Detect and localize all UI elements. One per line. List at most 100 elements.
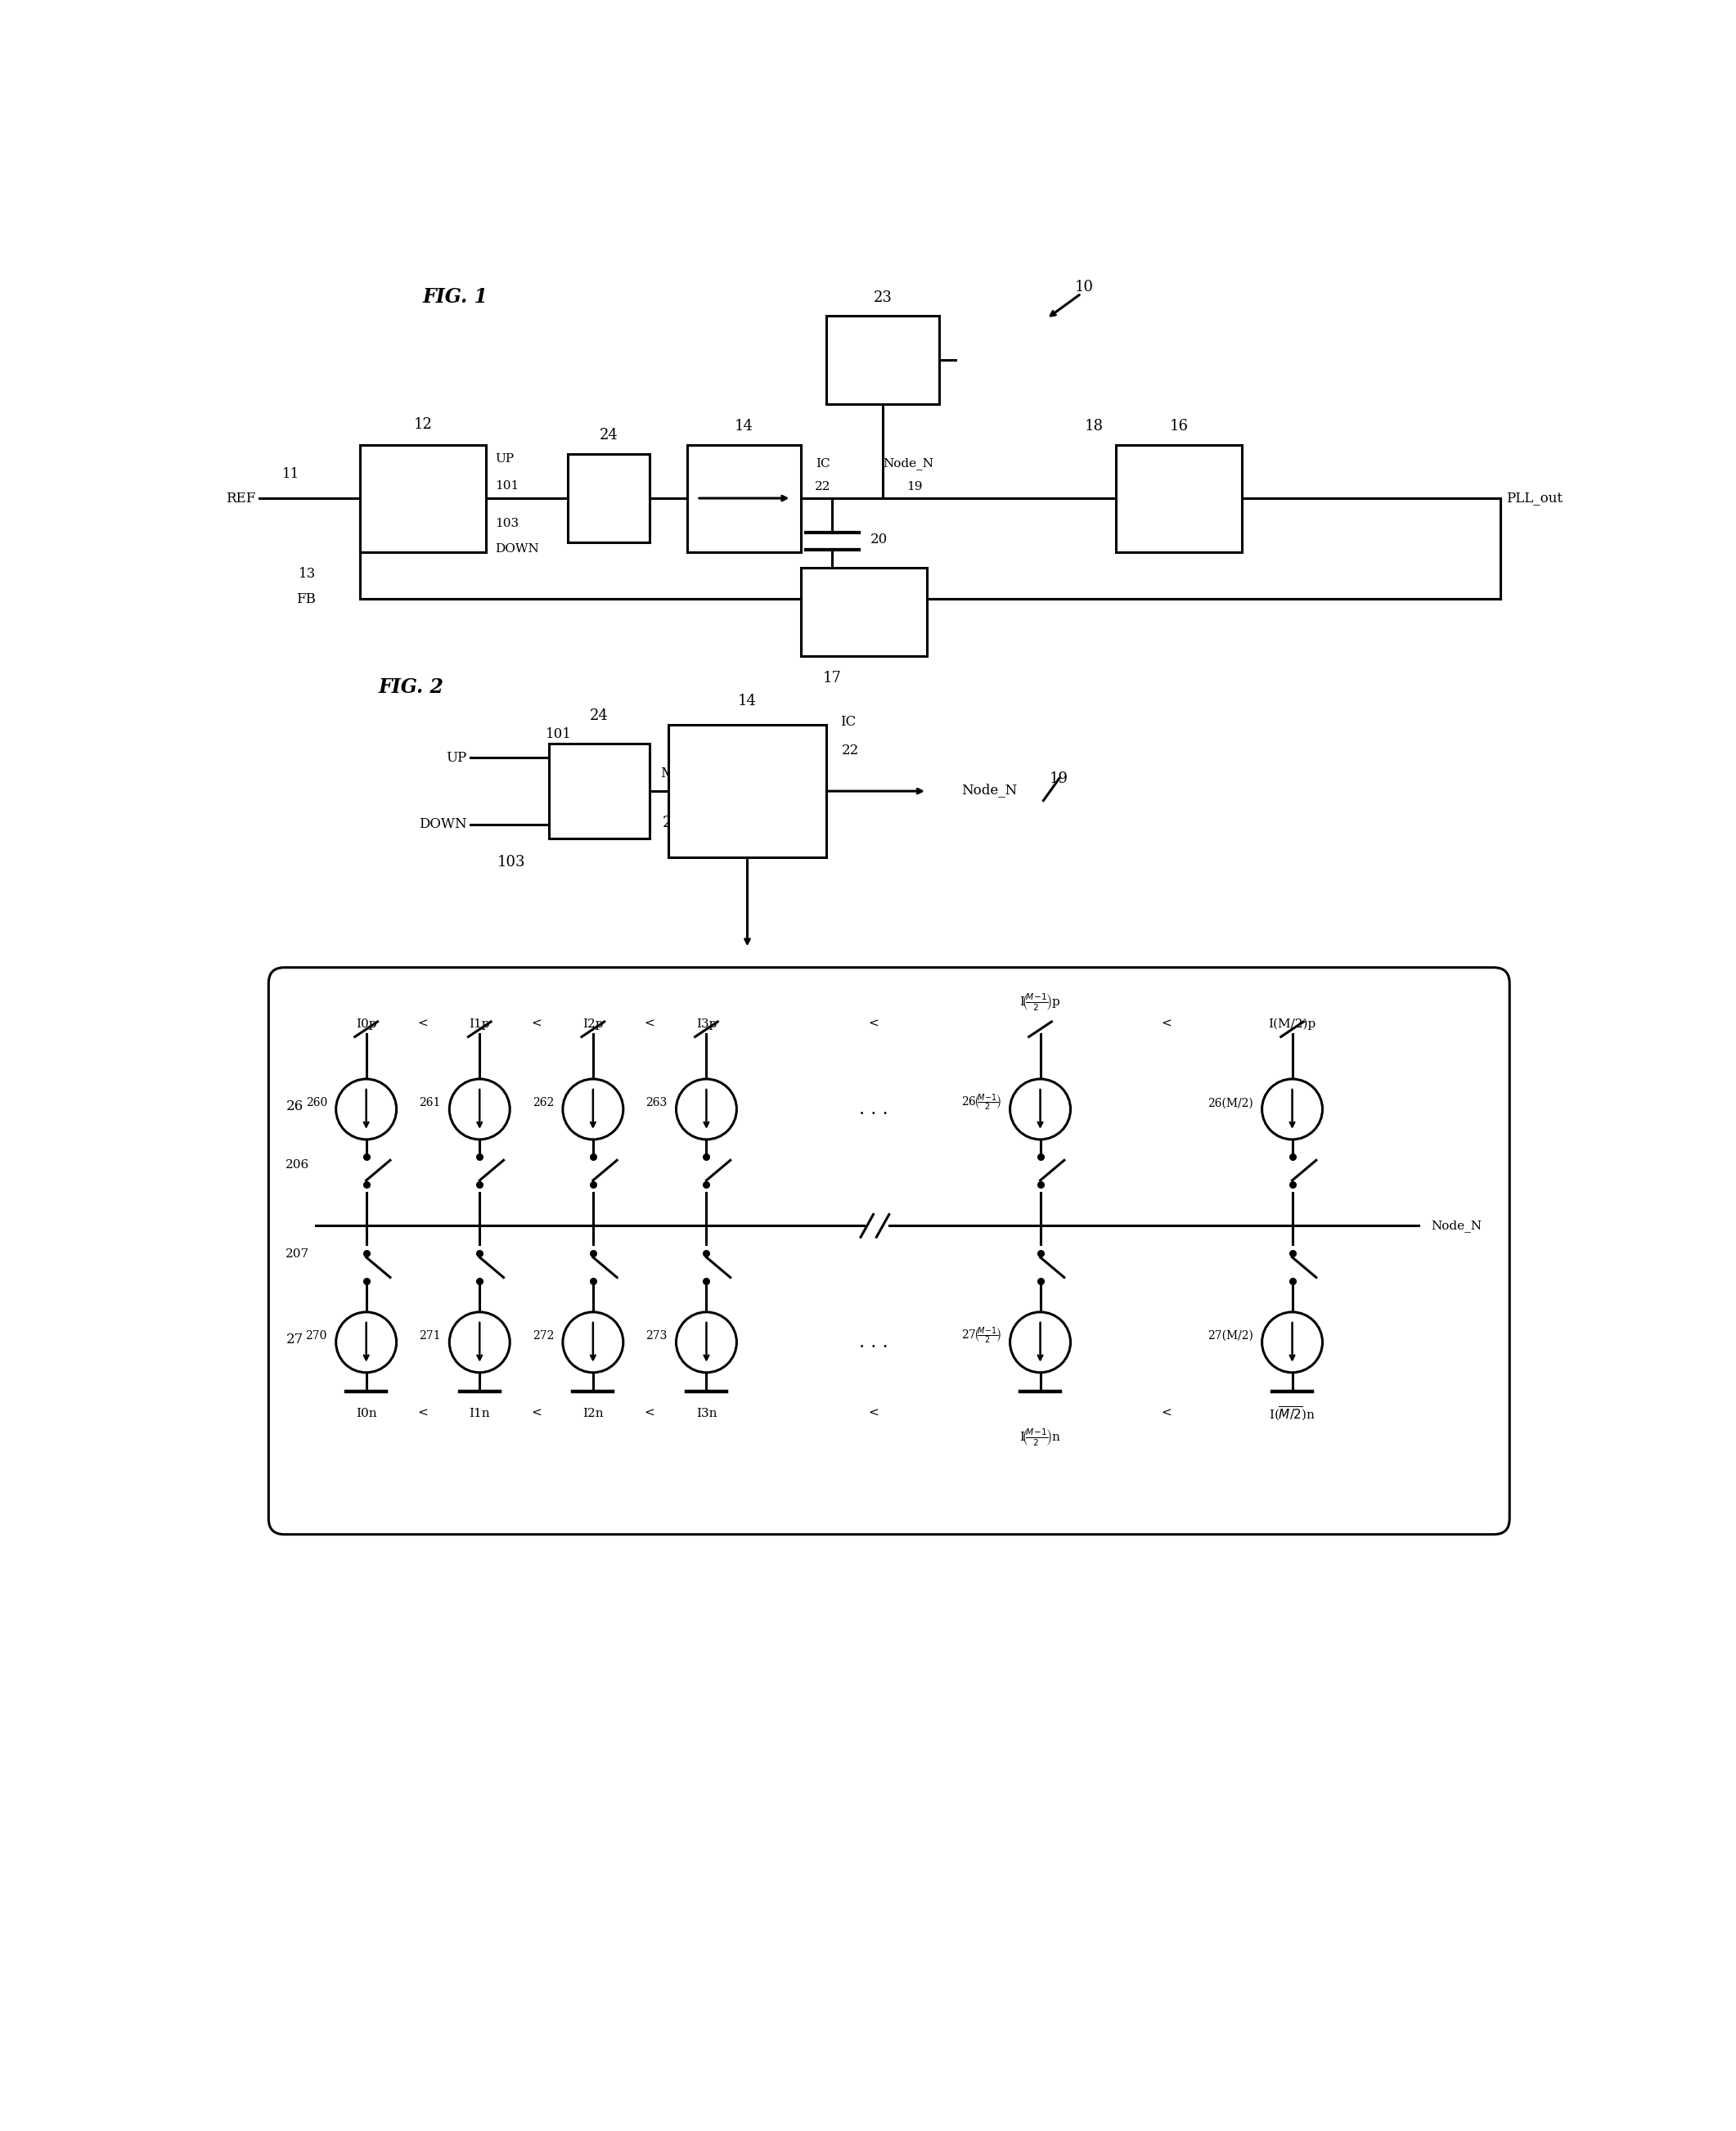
- Bar: [359, 445, 486, 552]
- Text: Node_N: Node_N: [962, 782, 1017, 797]
- Text: 11: 11: [281, 467, 299, 482]
- Text: 272: 272: [533, 1330, 554, 1343]
- Text: 262: 262: [533, 1097, 554, 1108]
- Text: <: <: [418, 1409, 429, 1419]
- Text: 263: 263: [646, 1097, 667, 1108]
- Text: UP: UP: [446, 750, 467, 765]
- Text: I(M/2)p: I(M/2)p: [1269, 1019, 1316, 1029]
- Text: 10: 10: [1075, 279, 1094, 294]
- Text: 26: 26: [286, 1100, 304, 1112]
- Bar: [549, 744, 649, 837]
- Text: 27(M/2): 27(M/2): [1208, 1330, 1253, 1343]
- Text: 14: 14: [738, 695, 757, 707]
- Text: UP: UP: [495, 452, 514, 465]
- Text: M: M: [660, 767, 674, 780]
- Text: <: <: [868, 1019, 878, 1029]
- Circle shape: [337, 1078, 396, 1140]
- Text: FIG. 1: FIG. 1: [424, 288, 488, 307]
- Text: I($\overline{M/2}$)n: I($\overline{M/2}$)n: [1269, 1404, 1316, 1421]
- FancyBboxPatch shape: [269, 967, 1510, 1534]
- Text: 26$\!\left(\!\frac{M\!-\!1}{2}\!\right)$: 26$\!\left(\!\frac{M\!-\!1}{2}\!\right)$: [962, 1093, 1002, 1112]
- Text: 103: 103: [496, 855, 526, 869]
- Text: I1p: I1p: [469, 1019, 490, 1029]
- Circle shape: [1010, 1313, 1071, 1372]
- Bar: [668, 725, 826, 857]
- Text: 14: 14: [734, 418, 753, 433]
- Circle shape: [675, 1078, 736, 1140]
- Text: <: <: [868, 1409, 878, 1419]
- Text: <: <: [531, 1409, 542, 1419]
- Circle shape: [1010, 1078, 1071, 1140]
- Text: PLL_out: PLL_out: [1507, 492, 1562, 505]
- Circle shape: [562, 1313, 623, 1372]
- Text: 27$\!\left(\!\frac{M\!-\!1}{2}\!\right)$: 27$\!\left(\!\frac{M\!-\!1}{2}\!\right)$: [962, 1325, 1002, 1347]
- Circle shape: [450, 1313, 510, 1372]
- Text: 12: 12: [413, 418, 432, 433]
- Text: FIG. 2: FIG. 2: [378, 678, 444, 697]
- Circle shape: [562, 1078, 623, 1140]
- Polygon shape: [809, 573, 856, 601]
- Text: I3p: I3p: [696, 1019, 717, 1029]
- Text: Node_N: Node_N: [1430, 1219, 1481, 1232]
- Text: IC: IC: [840, 714, 856, 729]
- Text: <: <: [1161, 1409, 1172, 1419]
- Text: <: <: [418, 1019, 429, 1029]
- Text: DOWN: DOWN: [495, 543, 540, 554]
- Text: 101: 101: [495, 479, 519, 492]
- Text: 271: 271: [418, 1330, 441, 1343]
- Text: 206: 206: [286, 1159, 309, 1170]
- Circle shape: [450, 1078, 510, 1140]
- Text: 273: 273: [646, 1330, 667, 1343]
- Text: . . .: . . .: [859, 1100, 887, 1119]
- Text: <: <: [1161, 1019, 1172, 1029]
- Text: I2n: I2n: [583, 1409, 604, 1419]
- Text: 24: 24: [599, 428, 618, 443]
- Text: 18: 18: [1085, 418, 1102, 433]
- Text: REF: REF: [226, 492, 255, 505]
- Bar: [568, 454, 649, 541]
- Text: 19: 19: [906, 482, 922, 492]
- Text: <: <: [644, 1019, 654, 1029]
- Circle shape: [675, 1313, 736, 1372]
- Text: 26(M/2): 26(M/2): [1208, 1097, 1253, 1108]
- Text: 23: 23: [873, 290, 892, 305]
- Text: I$\!\left(\!\frac{M\!-\!1}{2}\!\right)$p: I$\!\left(\!\frac{M\!-\!1}{2}\!\right)$p: [1019, 991, 1061, 1012]
- Bar: [1116, 445, 1241, 552]
- Text: 17: 17: [823, 671, 842, 684]
- Text: 20: 20: [870, 533, 887, 546]
- Text: Node_N: Node_N: [882, 458, 934, 469]
- Text: 101: 101: [545, 727, 571, 742]
- Text: <: <: [531, 1019, 542, 1029]
- Text: 24: 24: [590, 707, 609, 722]
- Circle shape: [1262, 1078, 1323, 1140]
- Text: 27: 27: [286, 1332, 304, 1347]
- Text: 22: 22: [842, 744, 859, 757]
- Text: 207: 207: [286, 1249, 309, 1259]
- Text: 261: 261: [418, 1097, 441, 1108]
- Text: DOWN: DOWN: [418, 818, 467, 831]
- Text: <: <: [644, 1409, 654, 1419]
- Text: 103: 103: [495, 518, 519, 528]
- Text: I0n: I0n: [356, 1409, 377, 1419]
- Text: 260: 260: [306, 1097, 326, 1108]
- Text: 19: 19: [1050, 771, 1069, 786]
- Text: I$\!\left(\!\frac{M\!-\!1}{2}\!\right)$n: I$\!\left(\!\frac{M\!-\!1}{2}\!\right)$n: [1019, 1428, 1061, 1449]
- Text: FB: FB: [297, 592, 316, 605]
- Text: 16: 16: [1170, 418, 1187, 433]
- Text: . . .: . . .: [859, 1334, 887, 1351]
- Text: 21: 21: [870, 582, 887, 597]
- Text: I1n: I1n: [469, 1409, 490, 1419]
- Bar: [687, 445, 800, 552]
- Text: 28: 28: [663, 816, 681, 829]
- Text: IC: IC: [816, 458, 830, 469]
- Text: I3n: I3n: [696, 1409, 717, 1419]
- Circle shape: [337, 1313, 396, 1372]
- Text: 270: 270: [306, 1330, 326, 1343]
- Text: 22: 22: [814, 482, 832, 492]
- Circle shape: [1262, 1313, 1323, 1372]
- Text: 13: 13: [299, 567, 316, 582]
- Bar: [800, 567, 927, 656]
- Text: I0p: I0p: [356, 1019, 377, 1029]
- Bar: [826, 315, 939, 403]
- Text: I2p: I2p: [583, 1019, 604, 1029]
